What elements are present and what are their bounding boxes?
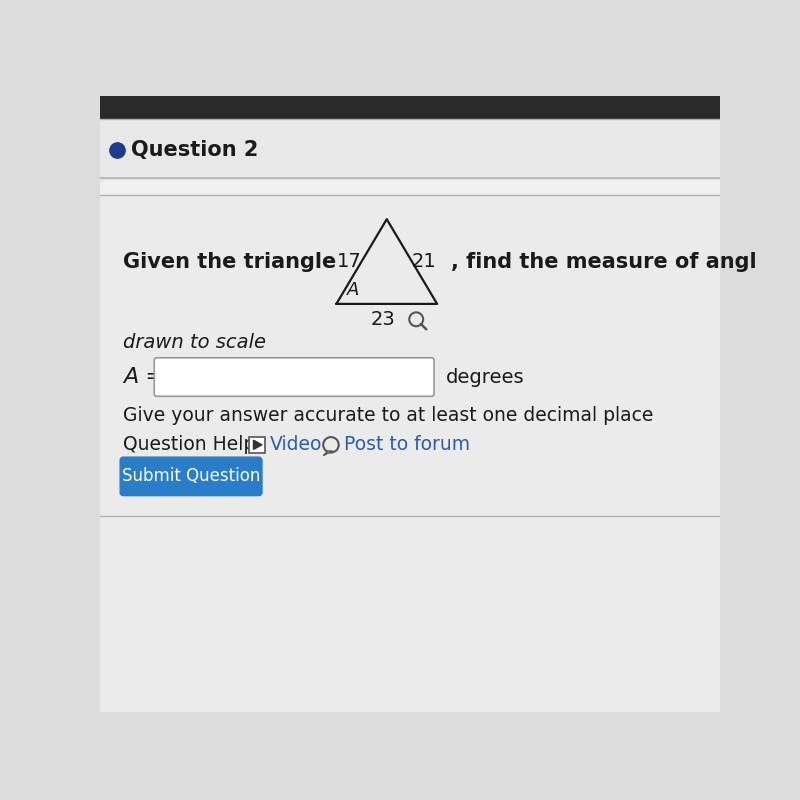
Text: 23: 23 bbox=[370, 310, 395, 329]
Text: Submit Question: Submit Question bbox=[122, 467, 260, 486]
Text: 21: 21 bbox=[412, 252, 437, 271]
Text: Question Help:: Question Help: bbox=[123, 435, 262, 454]
FancyBboxPatch shape bbox=[154, 358, 434, 396]
Bar bbox=[100, 119, 720, 181]
Text: drawn to scale: drawn to scale bbox=[123, 333, 266, 352]
Text: A: A bbox=[347, 281, 360, 299]
Polygon shape bbox=[254, 440, 262, 450]
Text: , find the measure of angl: , find the measure of angl bbox=[451, 251, 757, 271]
FancyBboxPatch shape bbox=[120, 457, 262, 496]
Bar bbox=[100, 194, 720, 712]
Polygon shape bbox=[323, 451, 333, 455]
Text: A =: A = bbox=[123, 367, 164, 387]
Text: Give your answer accurate to at least one decimal place: Give your answer accurate to at least on… bbox=[123, 406, 654, 425]
Text: Video: Video bbox=[270, 435, 322, 454]
Text: 17: 17 bbox=[337, 252, 362, 271]
FancyBboxPatch shape bbox=[249, 437, 265, 453]
Text: Question 2: Question 2 bbox=[131, 140, 258, 160]
Text: Given the triangle: Given the triangle bbox=[123, 251, 337, 271]
Text: degrees: degrees bbox=[446, 367, 524, 386]
Bar bbox=[100, 96, 720, 119]
Text: Post to forum: Post to forum bbox=[344, 435, 470, 454]
